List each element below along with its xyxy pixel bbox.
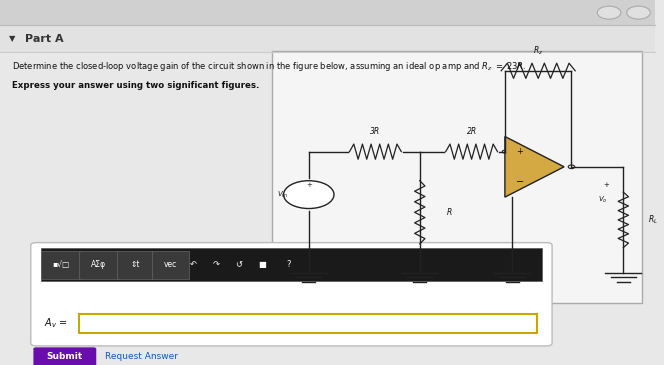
Text: R: R [447,208,452,217]
Circle shape [284,181,334,208]
Circle shape [502,150,507,153]
Text: ▼: ▼ [9,35,15,43]
Text: +: + [516,147,523,156]
Text: 3R: 3R [371,127,380,136]
Text: $V_{in}$: $V_{in}$ [278,189,288,200]
FancyBboxPatch shape [41,249,542,281]
FancyBboxPatch shape [0,25,655,52]
Text: −: − [516,177,524,187]
Text: $V_o$: $V_o$ [598,195,608,205]
FancyBboxPatch shape [31,243,552,346]
Text: vec: vec [163,260,177,269]
Text: ▪√□: ▪√□ [52,260,69,269]
Text: ↺: ↺ [236,260,242,269]
Circle shape [568,165,575,169]
FancyBboxPatch shape [272,50,642,303]
Text: Determine the closed-loop voltage gain of the circuit shown in the figure below,: Determine the closed-loop voltage gain o… [12,59,527,73]
Text: ⇕t: ⇕t [130,260,139,269]
FancyBboxPatch shape [41,251,80,280]
Text: $R_L$: $R_L$ [648,214,658,226]
FancyBboxPatch shape [117,251,153,280]
Text: Submit: Submit [46,352,83,361]
Circle shape [627,6,650,19]
FancyBboxPatch shape [0,0,655,25]
Text: ?: ? [286,260,290,269]
Text: 2R: 2R [467,127,477,136]
Text: Request Answer: Request Answer [105,352,178,361]
Text: Part A: Part A [25,34,64,44]
Text: +: + [604,181,610,188]
Text: ■: ■ [258,260,266,269]
FancyBboxPatch shape [78,315,537,333]
Circle shape [597,6,621,19]
Text: $R_z$: $R_z$ [533,44,543,57]
FancyBboxPatch shape [78,251,119,280]
Text: ↷: ↷ [212,260,220,269]
FancyBboxPatch shape [33,347,96,365]
Polygon shape [505,137,564,197]
Text: Express your answer using two significant figures.: Express your answer using two significan… [12,81,259,90]
Text: ↶: ↶ [190,260,197,269]
FancyBboxPatch shape [152,251,189,280]
Text: AΣφ: AΣφ [91,260,106,269]
Text: +: + [306,181,311,188]
Text: $A_v$ =: $A_v$ = [44,316,68,330]
